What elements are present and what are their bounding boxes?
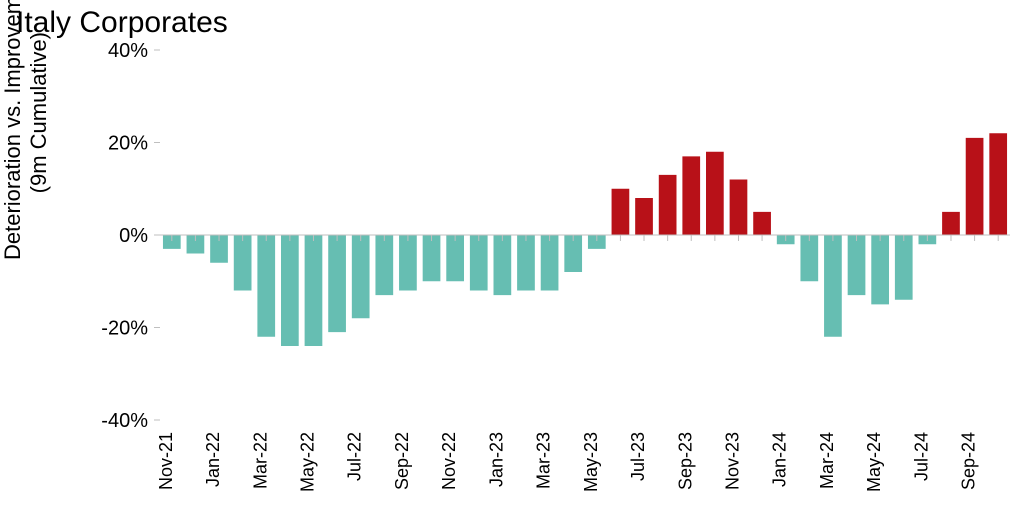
y-tick-label: -40% (101, 410, 148, 432)
bar (494, 235, 512, 295)
x-tick-label: Sep-23 (675, 432, 695, 490)
x-tick-label: Jan-22 (203, 432, 223, 487)
x-tick-label: May-22 (297, 432, 317, 492)
bar (635, 198, 653, 235)
bar (352, 235, 370, 318)
bar (989, 133, 1007, 235)
bar (399, 235, 417, 291)
x-tick-label: Sep-24 (959, 432, 979, 490)
bar (871, 235, 889, 304)
bar (800, 235, 818, 281)
bar (682, 156, 700, 235)
bar (305, 235, 323, 346)
y-axis-label-line1: Deterioration vs. Improvement (0, 0, 25, 260)
x-tick-label: May-23 (581, 432, 601, 492)
x-tick-label: Jul-23 (628, 432, 648, 481)
bar (730, 180, 748, 236)
bar (612, 189, 630, 235)
bar (328, 235, 346, 332)
y-axis-label: Deterioration vs. Improvement (9m Cumula… (0, 0, 52, 260)
x-tick-label: Jan-23 (486, 432, 506, 487)
x-tick-label: Jul-24 (911, 432, 931, 481)
bar (541, 235, 559, 291)
chart-container: Italy Corporates Deterioration vs. Impro… (0, 0, 1024, 527)
bar (446, 235, 464, 281)
x-tick-label: Mar-23 (534, 432, 554, 489)
bar (234, 235, 252, 291)
bar (942, 212, 960, 235)
bar (375, 235, 393, 295)
y-tick-label: 0% (119, 225, 148, 247)
bar (824, 235, 842, 337)
x-tick-label: Nov-21 (156, 432, 176, 490)
bar (895, 235, 913, 300)
y-tick-label: 20% (108, 133, 148, 155)
bar (848, 235, 866, 295)
bar (753, 212, 771, 235)
x-tick-label: Jan-24 (770, 432, 790, 487)
x-tick-label: May-24 (864, 432, 884, 492)
bar (966, 138, 984, 235)
x-tick-label: Nov-22 (439, 432, 459, 490)
y-tick-label: -20% (101, 318, 148, 340)
bar (659, 175, 677, 235)
chart-svg: -40%-20%0%20%40%Nov-21Jan-22Mar-22May-22… (160, 50, 1010, 420)
x-tick-label: Mar-22 (250, 432, 270, 489)
x-tick-label: Mar-24 (817, 432, 837, 489)
bar (706, 152, 724, 235)
bar (470, 235, 488, 291)
x-tick-label: Sep-22 (392, 432, 412, 490)
bar (423, 235, 441, 281)
x-tick-label: Nov-23 (722, 432, 742, 490)
bar (281, 235, 299, 346)
bar (517, 235, 535, 291)
y-tick-label: 40% (108, 40, 148, 62)
x-tick-label: Jul-22 (345, 432, 365, 481)
bar (257, 235, 275, 337)
y-axis-label-line2: (9m Cumulative) (26, 0, 52, 260)
plot-area: -40%-20%0%20%40%Nov-21Jan-22Mar-22May-22… (160, 50, 1010, 420)
